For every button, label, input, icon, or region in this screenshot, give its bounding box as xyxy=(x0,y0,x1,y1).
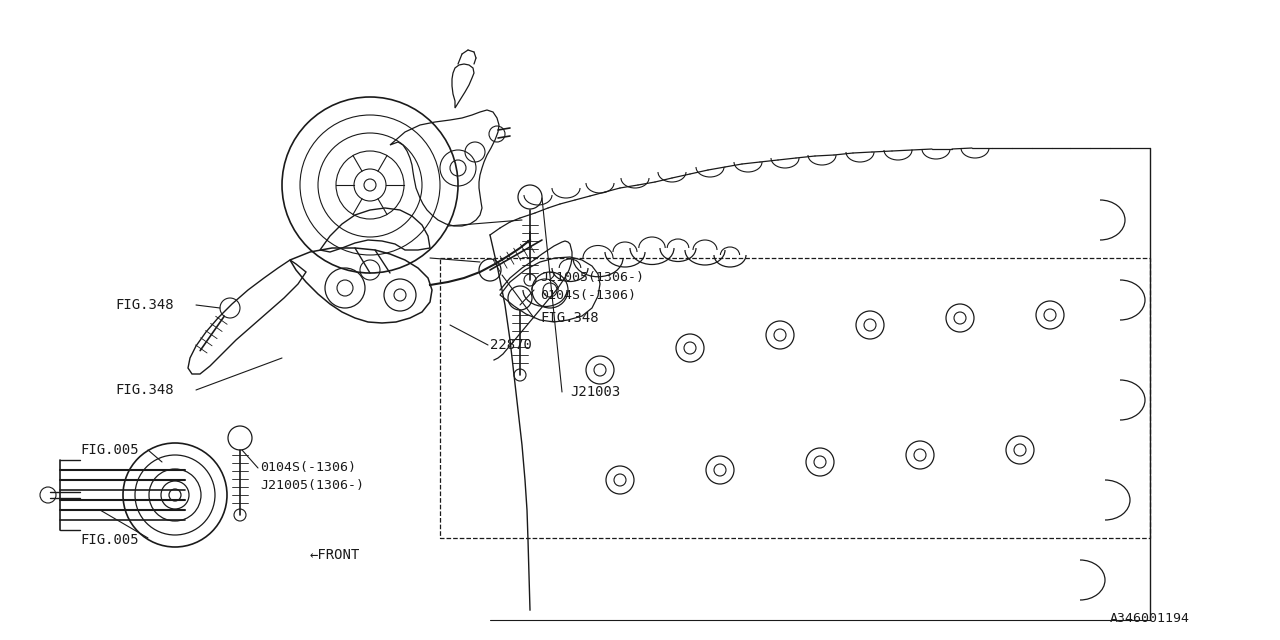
Text: 0104S(-1306): 0104S(-1306) xyxy=(260,461,356,474)
Bar xyxy=(440,258,1149,538)
Text: A346001194: A346001194 xyxy=(1110,611,1190,625)
Text: J21005(1306-): J21005(1306-) xyxy=(260,479,364,492)
Text: FIG.348: FIG.348 xyxy=(115,383,174,397)
Text: J21005(1306-): J21005(1306-) xyxy=(540,271,644,285)
Text: FIG.005: FIG.005 xyxy=(79,443,138,457)
Text: FIG.005: FIG.005 xyxy=(79,533,138,547)
Text: ←FRONT: ←FRONT xyxy=(310,548,360,562)
Text: 0104S(-1306): 0104S(-1306) xyxy=(540,289,636,301)
Text: FIG.348: FIG.348 xyxy=(115,298,174,312)
Text: J21003: J21003 xyxy=(570,385,621,399)
Text: 22870: 22870 xyxy=(490,338,532,352)
Text: FIG.348: FIG.348 xyxy=(540,311,599,325)
